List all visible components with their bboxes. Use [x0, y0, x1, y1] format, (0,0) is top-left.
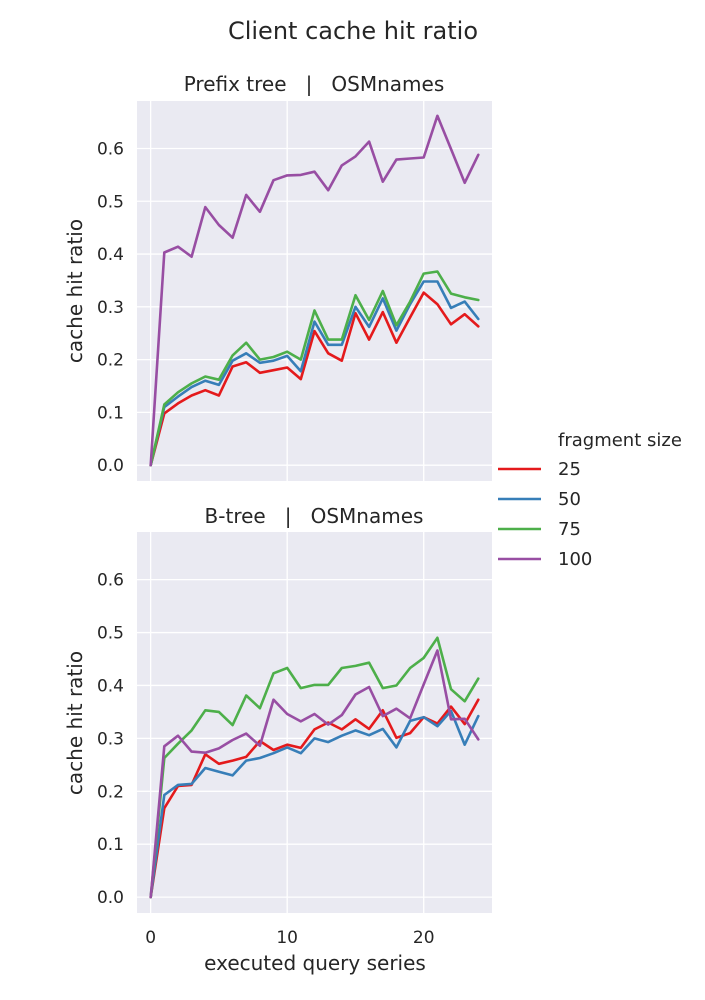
- legend-title: fragment size: [558, 430, 682, 451]
- x-tick-label: 10: [276, 928, 298, 948]
- y-axis-label: cache hit ratio: [63, 219, 87, 363]
- y-tick-label: 0.2: [97, 782, 124, 802]
- y-tick-label: 0.6: [97, 140, 124, 160]
- legend-label-100: 100: [558, 549, 592, 570]
- series-line-75: [149, 270, 480, 467]
- series-line-100: [149, 114, 480, 467]
- panel-title: Prefix tree | OSMnames: [184, 72, 445, 96]
- y-tick-label: 0.3: [97, 729, 124, 749]
- y-tick-label: 0.0: [97, 888, 124, 908]
- y-tick-label: 0.4: [97, 676, 124, 696]
- series-line-75: [149, 636, 480, 899]
- panel-b-tree: 0.0 0.1 0.2 0.3 0.4 0.5 0.6 0 10 20 B-tree | OSMna…: [97, 504, 492, 948]
- legend: fragment size 25 50 75 100: [498, 430, 682, 570]
- legend-label-75: 75: [558, 519, 581, 540]
- x-tick-label: 0: [145, 928, 156, 948]
- y-tick-label: 0.5: [97, 624, 124, 644]
- series-line-25: [149, 291, 480, 467]
- legend-label-25: 25: [558, 459, 581, 480]
- series-line-50: [149, 709, 480, 899]
- x-tick-label: 20: [413, 928, 435, 948]
- x-axis-label: executed query series: [204, 951, 426, 975]
- y-tick-label: 0.1: [97, 835, 124, 855]
- y-tick-label: 0.2: [97, 351, 124, 371]
- y-tick-label: 0.3: [97, 298, 124, 318]
- panel-prefix-tree: 0.0 0.1 0.2 0.3 0.4 0.5 0.6 Prefix tree | OSMna…: [97, 72, 492, 481]
- y-tick-label: 0.1: [97, 403, 124, 423]
- y-tick-label: 0.5: [97, 192, 124, 212]
- y-tick-label: 0.0: [97, 456, 124, 476]
- y-tick-label: 0.4: [97, 245, 124, 265]
- chart-title: Client cache hit ratio: [228, 17, 478, 45]
- series-line-100: [149, 649, 480, 899]
- series-line-50: [149, 280, 480, 467]
- y-tick-label: 0.6: [97, 571, 124, 591]
- panel-title: B-tree | OSMnames: [205, 504, 424, 528]
- legend-label-50: 50: [558, 489, 581, 510]
- plot-area: [137, 101, 492, 481]
- y-axis-label: cache hit ratio: [63, 651, 87, 795]
